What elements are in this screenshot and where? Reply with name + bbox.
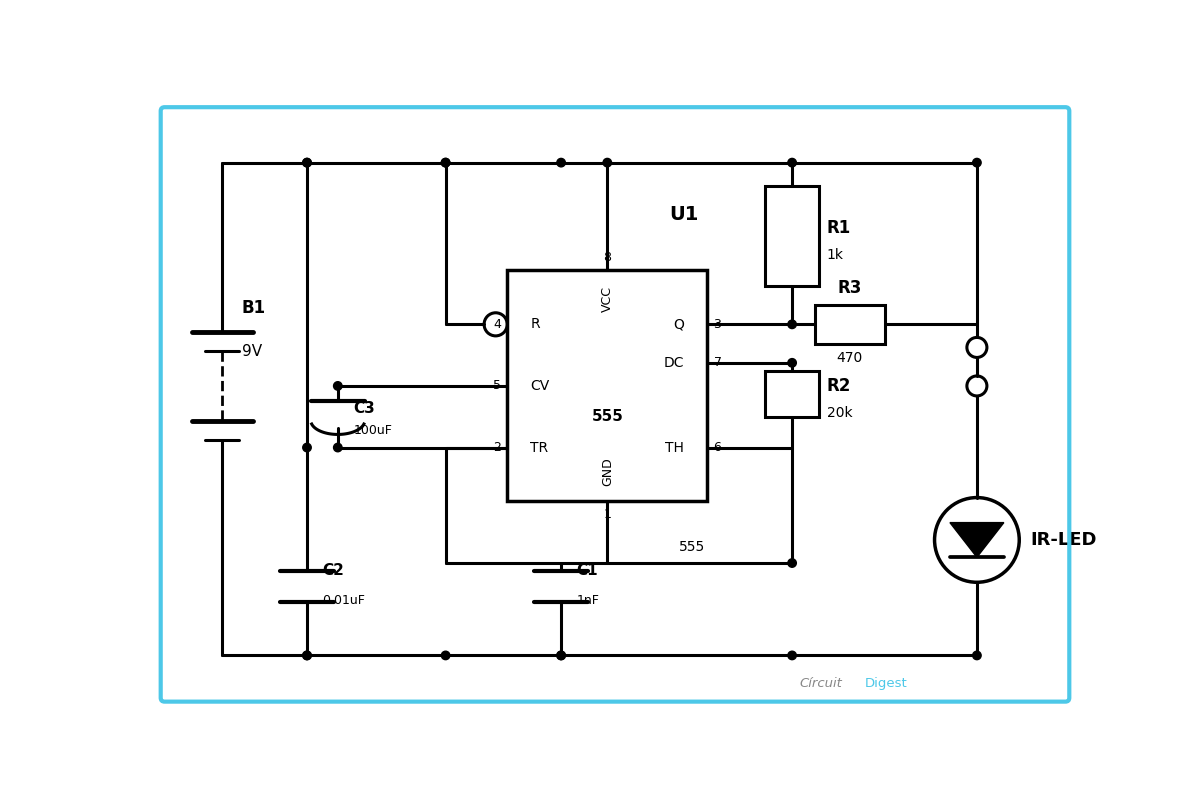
Circle shape [604, 159, 612, 167]
Text: 8: 8 [604, 251, 611, 265]
Circle shape [302, 443, 311, 452]
Circle shape [302, 651, 311, 660]
Circle shape [302, 651, 311, 660]
Bar [508, 270, 708, 501]
Text: 100uF: 100uF [353, 425, 392, 438]
Text: 470: 470 [836, 351, 863, 365]
Text: 1nF: 1nF [576, 594, 599, 607]
Circle shape [442, 651, 450, 660]
Circle shape [973, 651, 982, 660]
Text: IR-LED: IR-LED [1031, 531, 1097, 549]
Bar [815, 305, 884, 344]
Text: CV: CV [530, 379, 550, 393]
Text: 7: 7 [714, 356, 721, 369]
Text: 3: 3 [714, 318, 721, 331]
Text: Q: Q [673, 317, 684, 332]
Text: TR: TR [530, 441, 548, 454]
Circle shape [788, 651, 797, 660]
Circle shape [442, 159, 450, 167]
Text: 6: 6 [714, 441, 721, 454]
Text: 1k: 1k [827, 248, 844, 262]
Text: 0.01uF: 0.01uF [323, 594, 365, 607]
Text: B1: B1 [241, 299, 265, 316]
Text: 9V: 9V [241, 344, 262, 359]
Bar [766, 186, 820, 286]
Text: 20k: 20k [827, 406, 852, 420]
Circle shape [788, 559, 797, 567]
Bar [766, 371, 820, 417]
Text: 2: 2 [493, 441, 502, 454]
Circle shape [557, 159, 565, 167]
Text: 4: 4 [493, 318, 502, 331]
Text: VCC: VCC [601, 286, 613, 312]
Text: Digest: Digest [865, 677, 908, 690]
Text: U1: U1 [670, 206, 698, 224]
Polygon shape [950, 523, 1004, 557]
Circle shape [334, 382, 342, 391]
Circle shape [557, 651, 565, 660]
Text: R3: R3 [838, 280, 862, 297]
Circle shape [302, 159, 311, 167]
Text: 1: 1 [604, 508, 611, 520]
Text: 555: 555 [592, 409, 623, 424]
Text: R: R [530, 317, 540, 332]
Text: C2: C2 [323, 563, 344, 579]
Circle shape [788, 159, 797, 167]
Text: C1: C1 [576, 563, 598, 579]
Circle shape [442, 159, 450, 167]
Circle shape [302, 159, 311, 167]
Text: Círcuit: Círcuit [800, 677, 842, 690]
Text: R1: R1 [827, 219, 851, 237]
Text: 5: 5 [493, 379, 502, 392]
Circle shape [788, 359, 797, 367]
Circle shape [334, 443, 342, 452]
Text: C3: C3 [353, 402, 374, 416]
Text: 555: 555 [679, 540, 706, 554]
Circle shape [788, 320, 797, 328]
Text: DC: DC [664, 355, 684, 370]
Text: TH: TH [666, 441, 684, 454]
Circle shape [557, 651, 565, 660]
Text: GND: GND [601, 457, 613, 486]
Circle shape [973, 159, 982, 167]
Text: R2: R2 [827, 377, 851, 395]
